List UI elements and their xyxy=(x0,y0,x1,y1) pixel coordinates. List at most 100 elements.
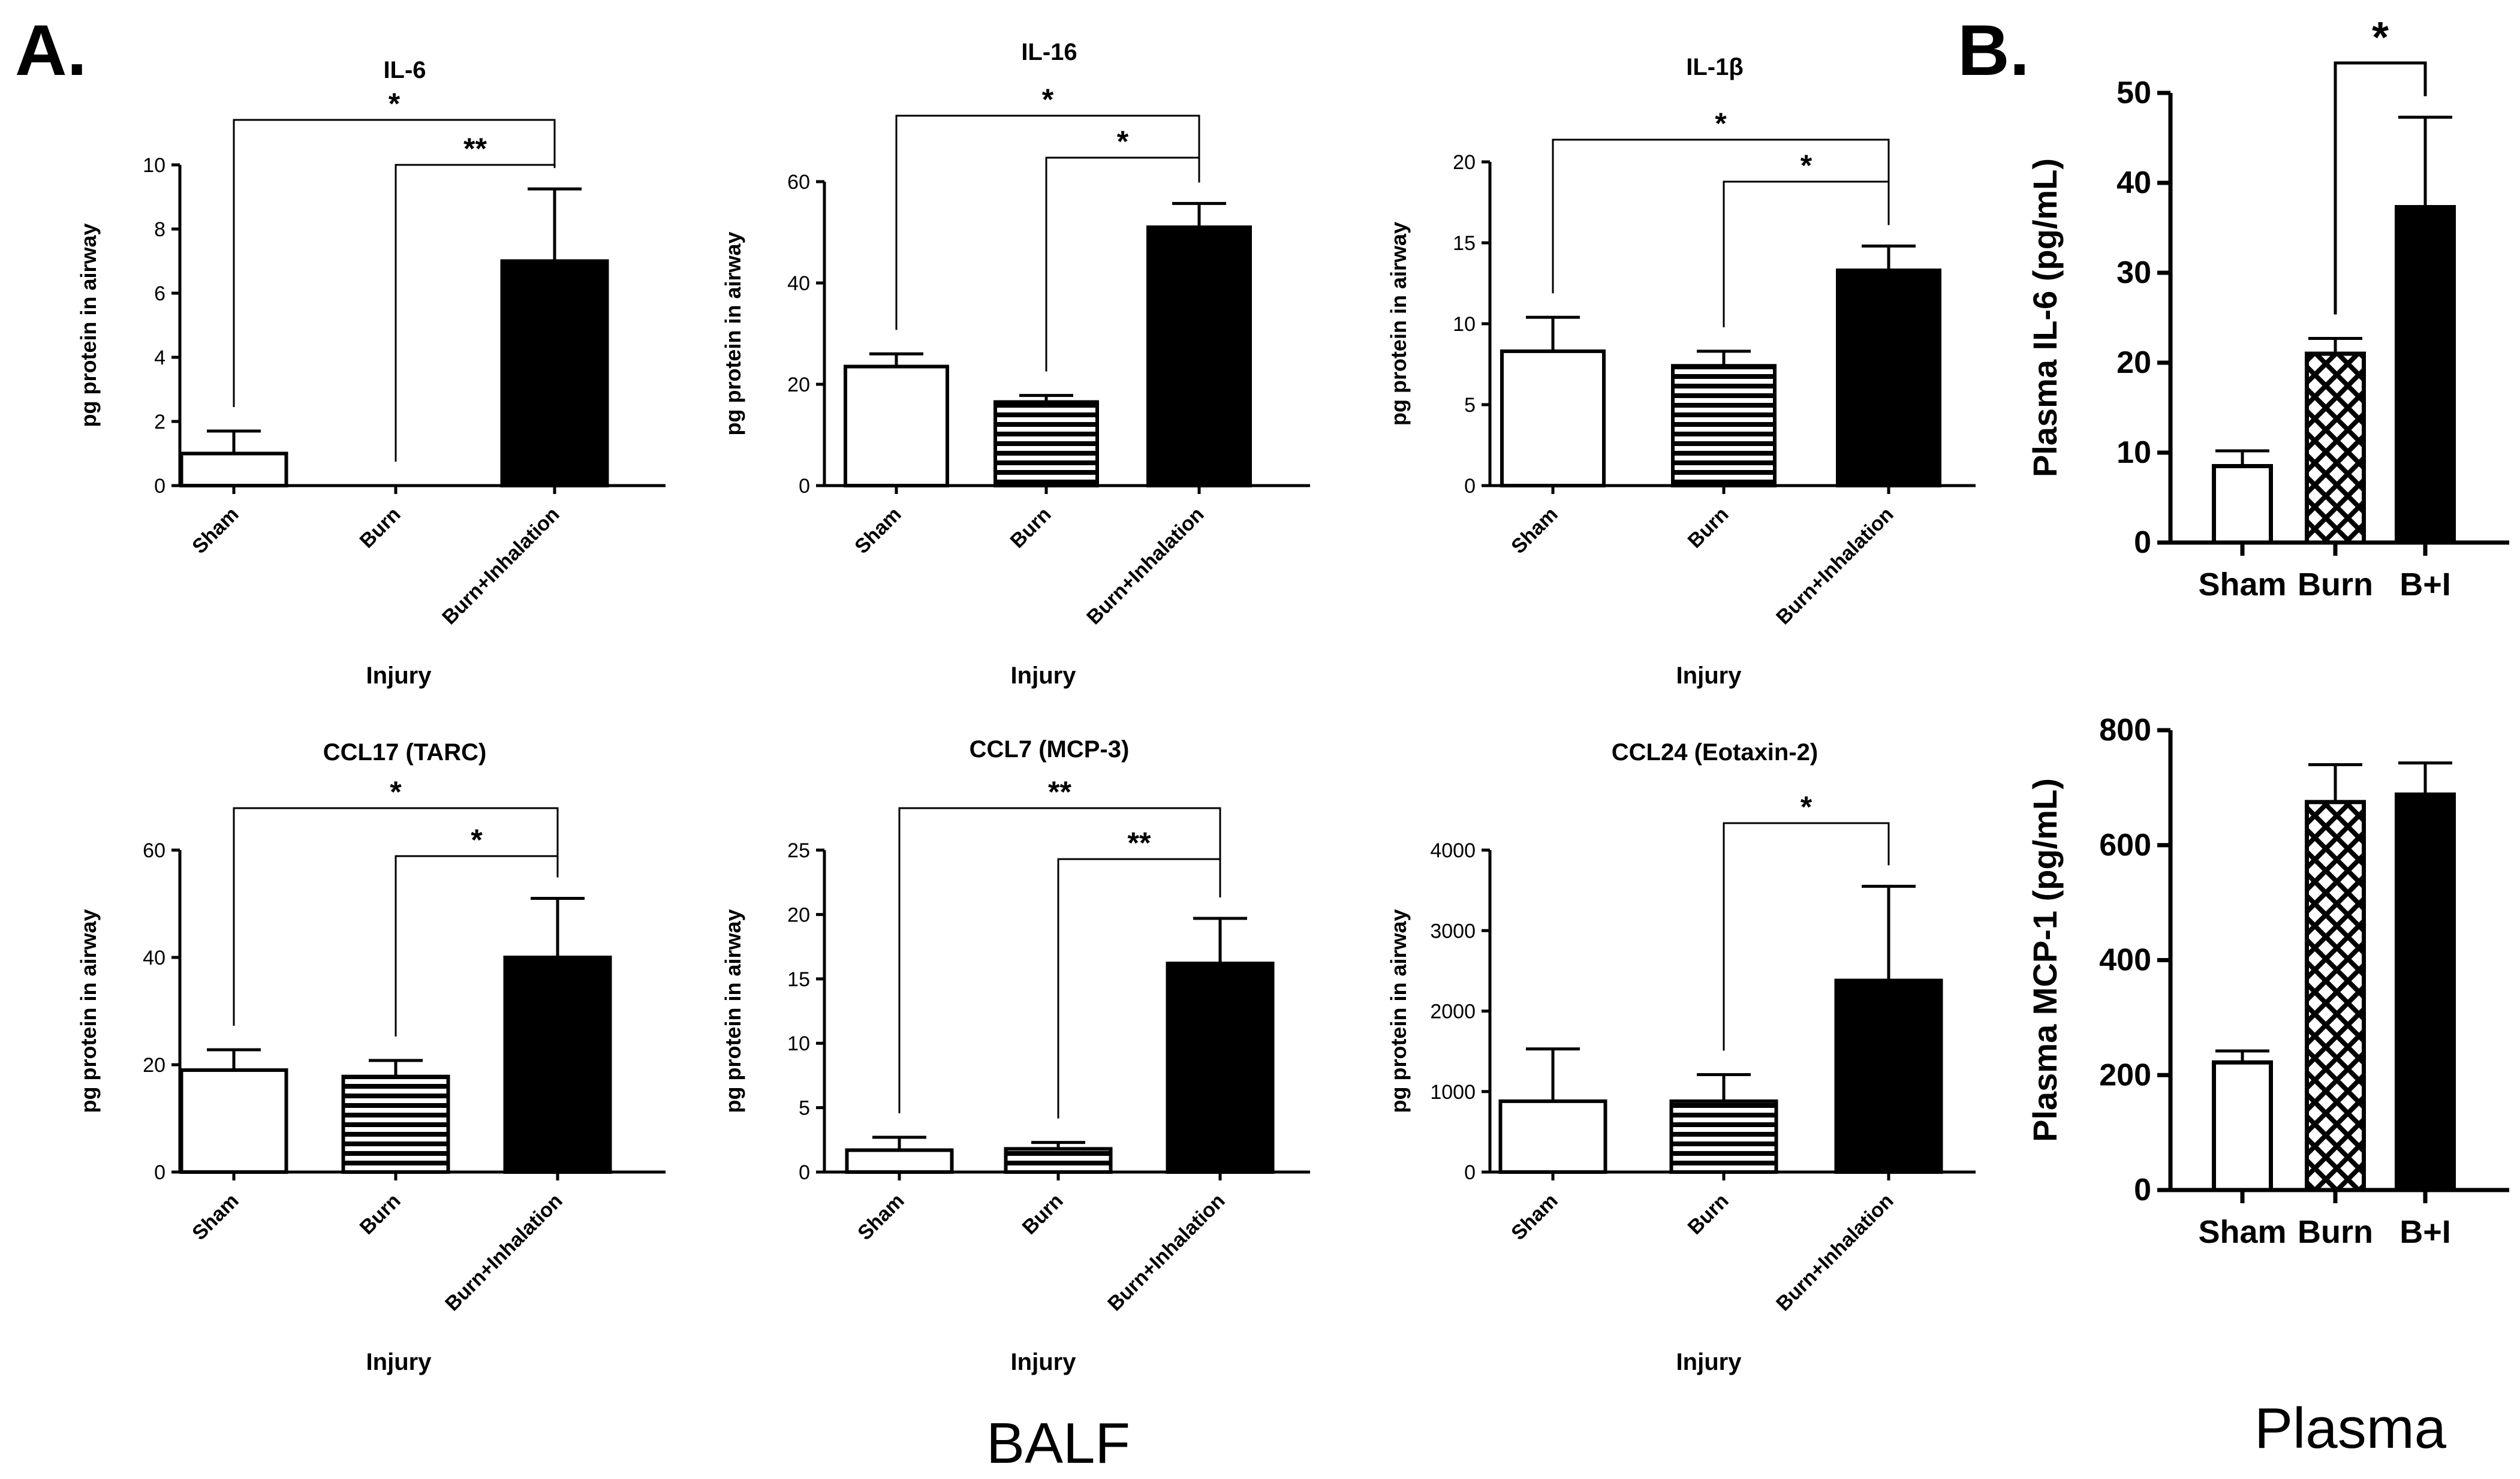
x-tick-label: Burn+Inhalation xyxy=(438,503,564,629)
chart-5: CCL24 (Eotaxin-2) 0 1000 2000 3000 4000 pg pro… xyxy=(1386,739,1976,1375)
chart-3: CCL17 (TARC) 0 20 40 60 pg protein in airway S… xyxy=(76,739,666,1375)
chart-4: CCL7 (MCP-3) 0 5 10 15 20 25 pg protein in airw… xyxy=(721,736,1310,1375)
y-tick-label: 10 xyxy=(1453,313,1476,336)
y-tick-label: 2 xyxy=(154,411,165,433)
y-axis-title: Plasma IL-6 (pg/mL) xyxy=(2026,158,2064,477)
bar xyxy=(2212,1060,2273,1192)
x-axis-title: Injury xyxy=(1676,1349,1742,1375)
y-tick-label: 400 xyxy=(2099,943,2151,978)
chart-2: IL-1β 0 5 10 15 20 pg protein in airway Sham Bur… xyxy=(1386,54,1976,689)
significance-bracket xyxy=(1045,156,1200,372)
y-tick-label: 0 xyxy=(1464,475,1476,498)
y-tick-label: 60 xyxy=(787,171,810,194)
x-tick-label: B+I xyxy=(2399,567,2451,603)
y-tick-label: 20 xyxy=(787,903,810,926)
chart-title: IL-16 xyxy=(1021,39,1077,65)
bar xyxy=(993,400,1099,488)
chart-title: CCL7 (MCP-3) xyxy=(970,736,1130,763)
x-tick-label: Burn xyxy=(2298,1214,2373,1250)
y-tick-label: 600 xyxy=(2099,828,2151,863)
bar xyxy=(2212,464,2273,545)
x-tick-label: Sham xyxy=(850,503,905,558)
x-tick-label: Sham xyxy=(1507,1189,1562,1245)
x-tick-label: B+I xyxy=(2399,1214,2451,1250)
y-tick-label: 60 xyxy=(143,839,165,862)
bar xyxy=(2305,800,2366,1192)
y-axis-title: pg protein in airway xyxy=(721,231,745,435)
bar xyxy=(1671,364,1777,488)
bar xyxy=(1836,268,1941,487)
y-tick-label: 40 xyxy=(143,947,165,969)
significance-label: * xyxy=(2372,14,2389,62)
y-tick-label: 20 xyxy=(143,1054,165,1077)
y-tick-label: 15 xyxy=(1453,232,1476,255)
y-tick-label: 4 xyxy=(154,347,165,369)
y-tick-label: 8 xyxy=(154,218,165,241)
y-tick-label: 3000 xyxy=(1430,920,1476,942)
y-tick-label: 0 xyxy=(799,1161,810,1184)
x-tick-label: Burn xyxy=(1006,503,1056,553)
y-tick-label: 20 xyxy=(2116,345,2151,380)
y-tick-label: 40 xyxy=(787,272,810,295)
y-tick-label: 0 xyxy=(799,475,810,498)
y-tick-label: 200 xyxy=(2099,1058,2151,1092)
bar xyxy=(1498,1099,1607,1174)
bar xyxy=(845,1148,954,1174)
significance-label: ** xyxy=(1048,775,1071,809)
y-tick-label: 0 xyxy=(1464,1161,1476,1184)
y-tick-label: 15 xyxy=(787,968,810,991)
significance-label: * xyxy=(1715,107,1727,140)
x-tick-label: Sham xyxy=(188,503,243,558)
y-tick-label: 5 xyxy=(1464,394,1476,417)
x-tick-label: Burn+Inhalation xyxy=(1772,503,1898,629)
y-tick-label: 30 xyxy=(2116,255,2151,290)
significance-bracket xyxy=(1723,822,1890,1051)
y-tick-label: 25 xyxy=(787,839,810,862)
y-tick-label: 800 xyxy=(2099,713,2151,748)
x-tick-label: Sham xyxy=(1507,503,1562,558)
panel-b-label: B. xyxy=(1958,10,2030,91)
y-tick-label: 1000 xyxy=(1430,1081,1476,1104)
bar xyxy=(1166,962,1275,1174)
bar xyxy=(1004,1147,1113,1174)
x-tick-label: Burn+Inhalation xyxy=(1772,1189,1898,1316)
significance-label: * xyxy=(1042,83,1054,116)
y-tick-label: 4000 xyxy=(1430,839,1476,862)
significance-bracket xyxy=(233,807,559,1026)
y-tick-label: 40 xyxy=(2116,165,2151,200)
chart-0: IL-6 0 2 4 6 8 10 pg protein in airway Sham Burn B… xyxy=(76,57,666,689)
bar xyxy=(844,365,949,487)
y-tick-label: 5 xyxy=(799,1097,810,1120)
y-axis-title: Plasma MCP-1 (pg/mL) xyxy=(2026,778,2064,1142)
bar xyxy=(179,451,288,487)
bar xyxy=(2395,792,2456,1192)
x-axis-title: Injury xyxy=(366,662,432,689)
x-tick-label: Burn+Inhalation xyxy=(441,1189,567,1316)
bar xyxy=(2395,205,2456,545)
bar xyxy=(2305,351,2366,545)
significance-bracket xyxy=(233,119,556,408)
charts-layer: IL-6 0 2 4 6 8 10 pg protein in airway Sham Burn B… xyxy=(76,14,2509,1375)
chart-title: IL-1β xyxy=(1686,54,1744,80)
significance-label: * xyxy=(1801,790,1813,824)
x-axis-title: Injury xyxy=(1011,662,1077,689)
y-tick-label: 10 xyxy=(143,154,165,177)
chart-title: CCL17 (TARC) xyxy=(323,739,487,766)
significance-bracket xyxy=(895,115,1200,330)
x-tick-label: Sham xyxy=(2198,1214,2286,1250)
plasma-caption: Plasma xyxy=(2254,1396,2447,1460)
y-tick-label: 20 xyxy=(787,373,810,396)
significance-bracket xyxy=(1057,858,1221,1119)
balf-caption: BALF xyxy=(986,1411,1130,1475)
chart-title: CCL24 (Eotaxin-2) xyxy=(1612,739,1819,766)
y-axis-title: pg protein in airway xyxy=(1386,222,1411,426)
x-tick-label: Sham xyxy=(853,1189,908,1245)
significance-label: * xyxy=(390,775,402,809)
significance-label: * xyxy=(1117,125,1129,158)
y-tick-label: 0 xyxy=(2134,1173,2151,1207)
significance-bracket xyxy=(898,807,1221,1113)
x-tick-label: Burn xyxy=(1018,1189,1068,1239)
significance-bracket xyxy=(395,855,559,1037)
bar xyxy=(1500,349,1606,488)
x-tick-label: Burn xyxy=(356,503,405,553)
